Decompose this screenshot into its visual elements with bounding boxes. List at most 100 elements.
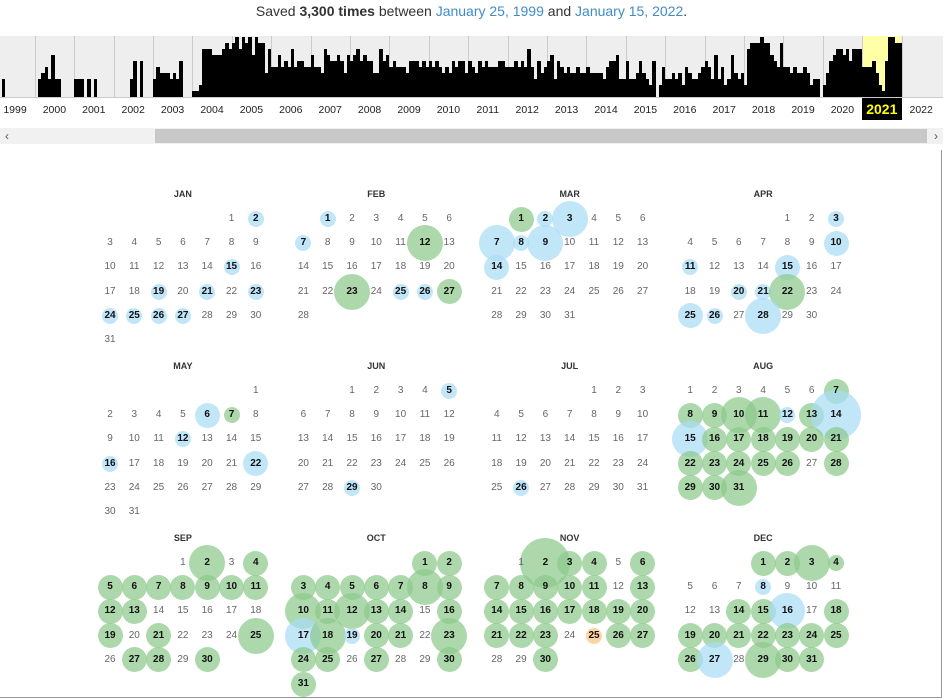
- calendar-day-captured[interactable]: 5: [446, 385, 452, 396]
- capture-circle[interactable]: [532, 574, 558, 600]
- histogram-bar[interactable]: [175, 79, 180, 97]
- calendar-day-captured[interactable]: 15: [225, 261, 238, 273]
- calendar-day-captured[interactable]: 22: [757, 629, 769, 641]
- capture-circle[interactable]: [121, 598, 147, 624]
- capture-circle[interactable]: [199, 283, 216, 300]
- calendar-day-captured[interactable]: 15: [781, 261, 793, 273]
- calendar-day-captured[interactable]: 22: [781, 285, 793, 297]
- histogram-bar[interactable]: [221, 49, 226, 97]
- calendar-day-captured[interactable]: 18: [322, 629, 334, 641]
- histogram-bar[interactable]: [543, 67, 548, 97]
- histogram-bar[interactable]: [238, 49, 242, 97]
- capture-circle[interactable]: [97, 623, 123, 649]
- histogram-bar[interactable]: [520, 61, 525, 97]
- histogram-bar[interactable]: [392, 61, 397, 97]
- capture-circle[interactable]: [774, 647, 800, 673]
- calendar-day-captured[interactable]: 12: [781, 409, 793, 421]
- histogram-bar[interactable]: [615, 55, 620, 97]
- histogram-bar[interactable]: [842, 55, 846, 97]
- capture-circle[interactable]: [174, 431, 191, 448]
- histogram-bar[interactable]: [438, 67, 443, 97]
- calendar-day-captured[interactable]: 25: [395, 285, 407, 297]
- histogram-bar[interactable]: [228, 49, 232, 97]
- calendar-day-captured[interactable]: 20: [733, 285, 745, 297]
- histogram-bar[interactable]: [386, 55, 390, 97]
- capture-circle[interactable]: [581, 574, 607, 600]
- histogram-bar[interactable]: [514, 61, 518, 97]
- capture-circle[interactable]: [702, 426, 727, 452]
- histogram-bar[interactable]: [829, 61, 833, 97]
- calendar-day-captured[interactable]: 25: [684, 309, 696, 321]
- histogram-bar[interactable]: [720, 67, 725, 97]
- calendar-day-captured[interactable]: 25: [830, 629, 842, 641]
- calendar-day-captured[interactable]: 17: [297, 629, 309, 641]
- capture-circle[interactable]: [388, 623, 414, 649]
- capture-circle[interactable]: [557, 574, 583, 600]
- calendar-day-captured[interactable]: 1: [324, 213, 331, 224]
- calendar-day-captured[interactable]: 9: [542, 237, 549, 249]
- capture-circle[interactable]: [682, 259, 699, 276]
- capture-circle[interactable]: [121, 647, 147, 673]
- histogram-bar[interactable]: [313, 67, 318, 97]
- histogram-bar[interactable]: [832, 55, 837, 97]
- capture-circle[interactable]: [557, 598, 583, 624]
- calendar-day-captured[interactable]: 2: [253, 213, 259, 224]
- histogram-bar[interactable]: [458, 61, 462, 97]
- capture-circle[interactable]: [243, 574, 269, 600]
- histogram-bar[interactable]: [251, 55, 255, 97]
- histogram-bar[interactable]: [425, 67, 429, 97]
- histogram-bar[interactable]: [428, 61, 433, 97]
- calendar-day-captured[interactable]: 22: [515, 629, 527, 641]
- histogram-bar[interactable]: [560, 67, 564, 97]
- histogram-bar[interactable]: [399, 67, 403, 97]
- histogram-bar[interactable]: [87, 79, 91, 97]
- calendar-day-captured[interactable]: 16: [708, 433, 721, 445]
- histogram-bar[interactable]: [747, 49, 751, 97]
- histogram-bar[interactable]: [596, 73, 600, 97]
- year-label[interactable]: 2013: [554, 104, 579, 116]
- histogram-bar[interactable]: [858, 49, 863, 97]
- calendar-day-captured[interactable]: 26: [419, 285, 431, 297]
- histogram-bar[interactable]: [668, 79, 672, 97]
- calendar-day-captured[interactable]: 26: [515, 481, 527, 493]
- calendar-day-captured[interactable]: 13: [128, 605, 140, 617]
- histogram-bar[interactable]: [533, 79, 538, 97]
- histogram-bar[interactable]: [609, 61, 613, 97]
- histogram-bar[interactable]: [234, 37, 239, 97]
- calendar-day-captured[interactable]: 17: [564, 605, 576, 617]
- capture-circle[interactable]: [194, 574, 220, 600]
- capture-circle[interactable]: [755, 283, 772, 300]
- histogram-bar[interactable]: [665, 79, 669, 97]
- capture-circle[interactable]: [150, 283, 167, 300]
- histogram-bar[interactable]: [563, 73, 567, 97]
- histogram-bar[interactable]: [697, 73, 702, 97]
- histogram-bar[interactable]: [379, 49, 384, 97]
- histogram-bar[interactable]: [225, 43, 229, 97]
- calendar-day-captured[interactable]: 28: [757, 309, 769, 321]
- histogram-bar[interactable]: [464, 73, 469, 97]
- calendar-day-captured[interactable]: 23: [708, 457, 721, 469]
- calendar-day-captured[interactable]: 26: [708, 309, 721, 321]
- histogram-bar[interactable]: [212, 55, 216, 97]
- calendar-day-captured[interactable]: 5: [107, 581, 113, 593]
- capture-circle[interactable]: [513, 479, 530, 496]
- histogram-bar[interactable]: [382, 61, 387, 97]
- year-label[interactable]: 2004: [200, 104, 224, 116]
- histogram-bar[interactable]: [323, 49, 328, 97]
- histogram-bar[interactable]: [711, 79, 715, 97]
- capture-circle[interactable]: [581, 598, 607, 624]
- calendar-day-captured[interactable]: 3: [833, 213, 839, 224]
- histogram-bar[interactable]: [855, 49, 860, 97]
- capture-circle[interactable]: [436, 279, 462, 305]
- calendar-day-captured[interactable]: 23: [443, 629, 455, 641]
- calendar-day-captured[interactable]: 11: [322, 605, 333, 617]
- histogram-bar[interactable]: [546, 61, 551, 97]
- calendar-day-captured[interactable]: 23: [346, 285, 358, 297]
- capture-circle[interactable]: [436, 574, 462, 600]
- histogram-bar[interactable]: [307, 67, 311, 97]
- capture-circle[interactable]: [150, 307, 167, 324]
- histogram-bar[interactable]: [707, 67, 712, 97]
- histogram-bar[interactable]: [261, 43, 265, 97]
- histogram-bar[interactable]: [888, 37, 892, 97]
- histogram-bar[interactable]: [363, 55, 367, 97]
